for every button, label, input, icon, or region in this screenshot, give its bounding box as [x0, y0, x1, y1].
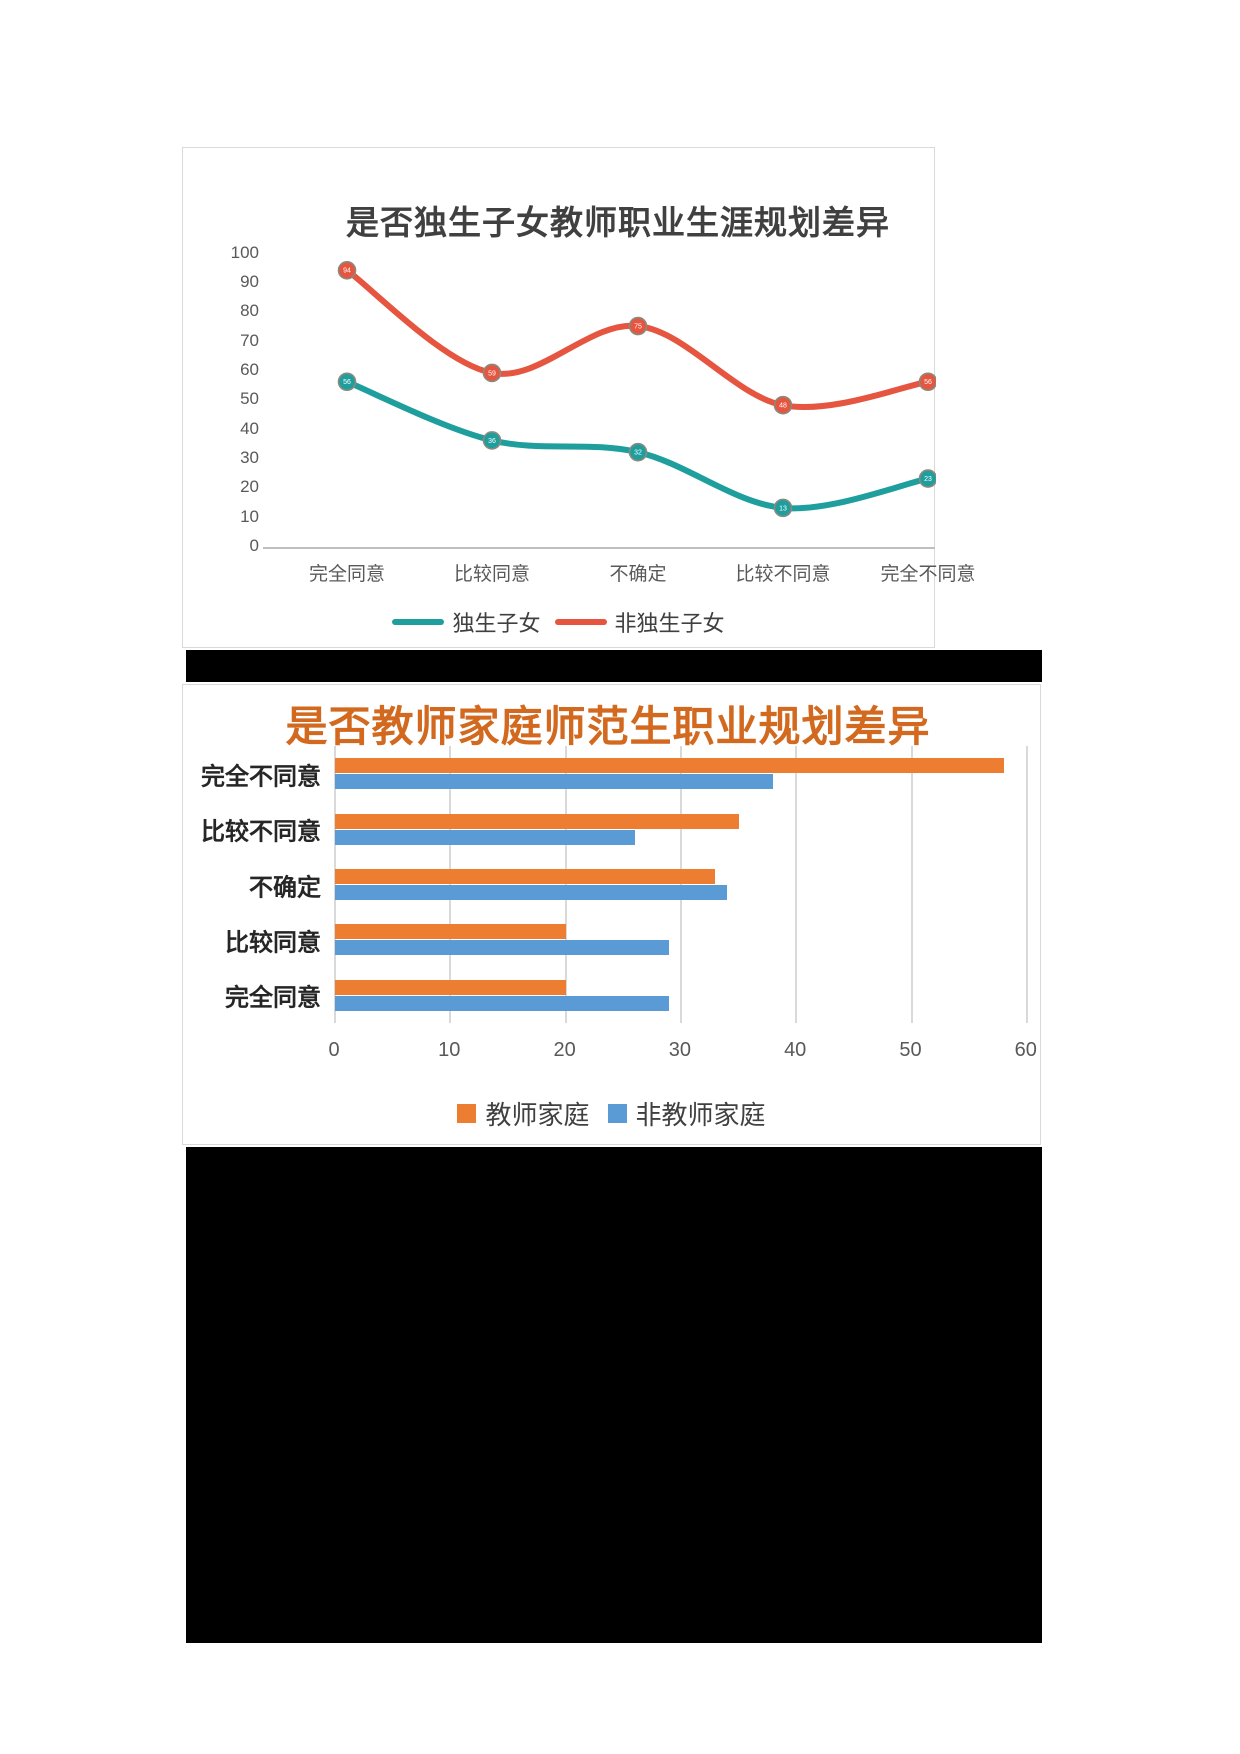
line-swatch-icon [392, 619, 445, 625]
bar [335, 885, 728, 900]
bar [335, 774, 774, 790]
y-tick-label: 30 [240, 448, 259, 467]
x-tick-label: 0 [328, 1039, 340, 1061]
bar [335, 869, 716, 884]
legend-label: 独生子女 [452, 611, 541, 636]
square-swatch-icon [607, 1104, 627, 1123]
y-tick-label: 10 [240, 506, 259, 526]
bar-chart-legend: 教师家庭 非教师家庭 [183, 1095, 1040, 1132]
legend-label: 非教师家庭 [635, 1100, 766, 1130]
data-point-label: 56 [924, 379, 932, 386]
x-axis-line [263, 547, 935, 549]
data-point-label: 75 [634, 323, 642, 330]
bar-chart-card: 是否教师家庭师范生职业规划差异 完全不同意比较不同意不确定比较同意完全同意 0 1… [182, 684, 1041, 1145]
bar-category-label: 比较不同意 [201, 818, 321, 846]
bar [335, 995, 670, 1011]
legend-item: 非独生子女 [554, 606, 725, 638]
line-series-plot: 56 36 32 13 23 94 59 75 48 56 [337, 260, 936, 518]
line-swatch-icon [554, 619, 607, 625]
bar [335, 979, 566, 995]
x-tick-label: 10 [438, 1039, 461, 1061]
data-point-label: 13 [779, 505, 787, 512]
data-point-label: 23 [924, 476, 932, 483]
legend-item: 教师家庭 [457, 1095, 590, 1132]
vertical-gridline [679, 746, 682, 1023]
data-point-marker [918, 469, 936, 488]
vertical-gridline [910, 746, 913, 1023]
data-point-marker [482, 431, 502, 450]
vertical-gridline [1025, 746, 1028, 1023]
vertical-gridline [449, 746, 452, 1023]
y-tick-label: 0 [249, 536, 259, 555]
data-point-label: 32 [634, 450, 642, 457]
y-tick-label: 100 [230, 242, 259, 262]
y-tick-label: 70 [240, 330, 259, 350]
x-category-label: 比较不同意 [735, 564, 831, 585]
data-point-label: 59 [488, 370, 496, 377]
legend-item: 独生子女 [392, 606, 541, 638]
bar [335, 758, 1004, 774]
x-tick-label: 30 [668, 1039, 692, 1061]
x-category-label: 不确定 [609, 564, 667, 585]
vertical-gridline [334, 746, 336, 1023]
line-series [344, 267, 931, 411]
data-point-marker [482, 363, 502, 383]
bar [335, 813, 739, 829]
black-filler-block [186, 1147, 1042, 1643]
data-point-marker [337, 372, 357, 392]
legend-label: 教师家庭 [485, 1100, 590, 1130]
data-point-marker [773, 498, 793, 518]
data-point-label: 56 [343, 379, 351, 386]
data-point-marker [773, 395, 793, 415]
y-tick-label: 20 [240, 477, 259, 497]
bar-category-label: 比较同意 [225, 929, 321, 957]
x-tick-label: 20 [553, 1039, 576, 1061]
line-chart-legend: 独生子女 非独生子女 [183, 606, 934, 638]
y-tick-label: 40 [240, 418, 259, 438]
vertical-gridline [795, 746, 798, 1023]
x-tick-label: 40 [784, 1039, 807, 1061]
data-point-label: 48 [779, 403, 787, 410]
data-point-marker [918, 372, 936, 392]
y-tick-label: 90 [240, 272, 259, 292]
x-category-label: 完全不同意 [880, 564, 976, 585]
x-category-label: 比较同意 [453, 564, 531, 585]
square-swatch-icon [457, 1104, 477, 1123]
bar [335, 940, 670, 956]
x-category-label: 完全同意 [308, 564, 386, 585]
x-tick-label: 60 [1014, 1039, 1037, 1061]
data-point-marker [337, 260, 357, 280]
data-point-label: 94 [343, 268, 351, 275]
bar-category-label: 不确定 [249, 874, 321, 901]
data-point-label: 36 [488, 438, 496, 445]
data-point-marker [628, 442, 648, 462]
y-tick-label: 80 [240, 301, 259, 321]
line-chart-title: 是否独生子女教师职业生涯规划差异 [346, 204, 890, 241]
bar-chart-title: 是否教师家庭师范生职业规划差异 [285, 702, 931, 751]
y-tick-label: 60 [240, 360, 259, 380]
y-tick-label: 50 [240, 389, 259, 409]
line-chart-card: 是否独生子女教师职业生涯规划差异 0 10 20 30 40 50 60 70 80 90 100 … [182, 147, 976, 648]
black-separator-band [186, 650, 1042, 682]
legend-label: 非独生子女 [614, 611, 725, 636]
x-tick-label: 50 [899, 1039, 922, 1061]
data-point-marker [628, 316, 648, 336]
vertical-gridline [564, 746, 567, 1023]
legend-item: 非教师家庭 [607, 1095, 766, 1132]
bar [335, 829, 635, 845]
bar-category-label: 完全同意 [225, 984, 321, 1012]
bar [335, 924, 566, 940]
bar-category-label: 完全不同意 [201, 763, 321, 791]
